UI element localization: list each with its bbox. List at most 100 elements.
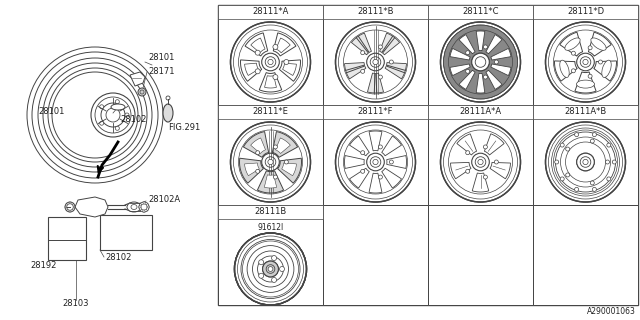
Polygon shape — [367, 73, 383, 93]
Circle shape — [145, 202, 147, 205]
Bar — [218, 105, 323, 205]
Circle shape — [69, 202, 71, 204]
Bar — [48, 217, 86, 260]
Text: 28111*B: 28111*B — [357, 7, 394, 17]
Circle shape — [230, 122, 310, 202]
Circle shape — [234, 233, 307, 305]
Polygon shape — [575, 72, 596, 93]
Polygon shape — [273, 33, 296, 56]
Ellipse shape — [163, 104, 173, 122]
Circle shape — [575, 132, 579, 137]
Circle shape — [361, 151, 365, 155]
Circle shape — [478, 60, 483, 65]
Circle shape — [560, 143, 564, 147]
Bar — [218, 5, 638, 305]
Text: 28102A: 28102A — [148, 196, 180, 204]
Circle shape — [361, 51, 365, 55]
Circle shape — [590, 139, 595, 143]
Polygon shape — [276, 38, 290, 53]
Circle shape — [483, 45, 488, 49]
Circle shape — [378, 145, 382, 149]
Polygon shape — [282, 63, 296, 76]
Bar — [428, 5, 533, 19]
Circle shape — [607, 143, 611, 147]
Circle shape — [125, 113, 129, 117]
Circle shape — [230, 22, 310, 102]
Bar — [428, 105, 533, 119]
Circle shape — [378, 45, 382, 49]
Circle shape — [147, 206, 149, 208]
Polygon shape — [275, 138, 291, 154]
Circle shape — [566, 173, 570, 177]
Text: FIG.291: FIG.291 — [168, 124, 200, 132]
Circle shape — [143, 210, 145, 212]
Polygon shape — [381, 168, 401, 188]
Polygon shape — [282, 163, 296, 176]
Text: 28111A*B: 28111A*B — [564, 108, 607, 116]
Polygon shape — [251, 38, 265, 53]
Bar — [218, 205, 323, 305]
Polygon shape — [459, 70, 475, 89]
Circle shape — [67, 203, 69, 204]
Text: A290001063: A290001063 — [587, 307, 636, 316]
Polygon shape — [457, 134, 477, 155]
Circle shape — [284, 160, 289, 164]
Circle shape — [440, 22, 520, 102]
Polygon shape — [278, 158, 301, 183]
Text: 28111*F: 28111*F — [358, 108, 393, 116]
Ellipse shape — [602, 60, 611, 77]
Circle shape — [268, 159, 273, 164]
Polygon shape — [594, 61, 616, 81]
Polygon shape — [387, 156, 406, 168]
Polygon shape — [450, 64, 470, 76]
Circle shape — [139, 202, 149, 212]
Circle shape — [588, 46, 592, 50]
Polygon shape — [369, 131, 382, 151]
Bar — [323, 205, 428, 305]
Polygon shape — [486, 70, 502, 89]
Circle shape — [590, 181, 595, 185]
Circle shape — [273, 75, 278, 80]
Circle shape — [478, 159, 483, 164]
Text: 28111*A: 28111*A — [252, 7, 289, 17]
Circle shape — [273, 44, 278, 49]
Ellipse shape — [127, 202, 141, 212]
Ellipse shape — [560, 60, 569, 77]
Circle shape — [476, 57, 486, 67]
Polygon shape — [450, 48, 470, 60]
Circle shape — [67, 210, 69, 212]
Circle shape — [147, 208, 148, 210]
Circle shape — [71, 210, 73, 212]
Circle shape — [100, 105, 104, 109]
Bar — [533, 5, 638, 19]
Polygon shape — [75, 197, 108, 217]
Polygon shape — [259, 73, 282, 92]
Circle shape — [65, 206, 67, 208]
Bar — [100, 215, 152, 250]
Circle shape — [552, 128, 620, 196]
Polygon shape — [245, 33, 268, 56]
Polygon shape — [349, 168, 369, 188]
Circle shape — [268, 60, 273, 65]
Bar — [323, 105, 428, 205]
Polygon shape — [491, 64, 511, 76]
Circle shape — [138, 88, 146, 96]
Circle shape — [605, 160, 609, 164]
Polygon shape — [560, 32, 582, 56]
Polygon shape — [264, 175, 276, 188]
Circle shape — [141, 209, 143, 212]
Polygon shape — [349, 136, 369, 156]
Polygon shape — [241, 60, 262, 81]
Circle shape — [140, 208, 141, 210]
Circle shape — [361, 69, 365, 73]
Polygon shape — [244, 63, 259, 76]
Polygon shape — [243, 132, 269, 157]
Circle shape — [494, 60, 499, 64]
Circle shape — [373, 159, 378, 164]
Circle shape — [494, 160, 499, 164]
Circle shape — [234, 233, 307, 305]
Text: 28101: 28101 — [38, 108, 65, 116]
Circle shape — [147, 204, 148, 206]
Bar — [533, 5, 638, 105]
Circle shape — [588, 74, 592, 78]
